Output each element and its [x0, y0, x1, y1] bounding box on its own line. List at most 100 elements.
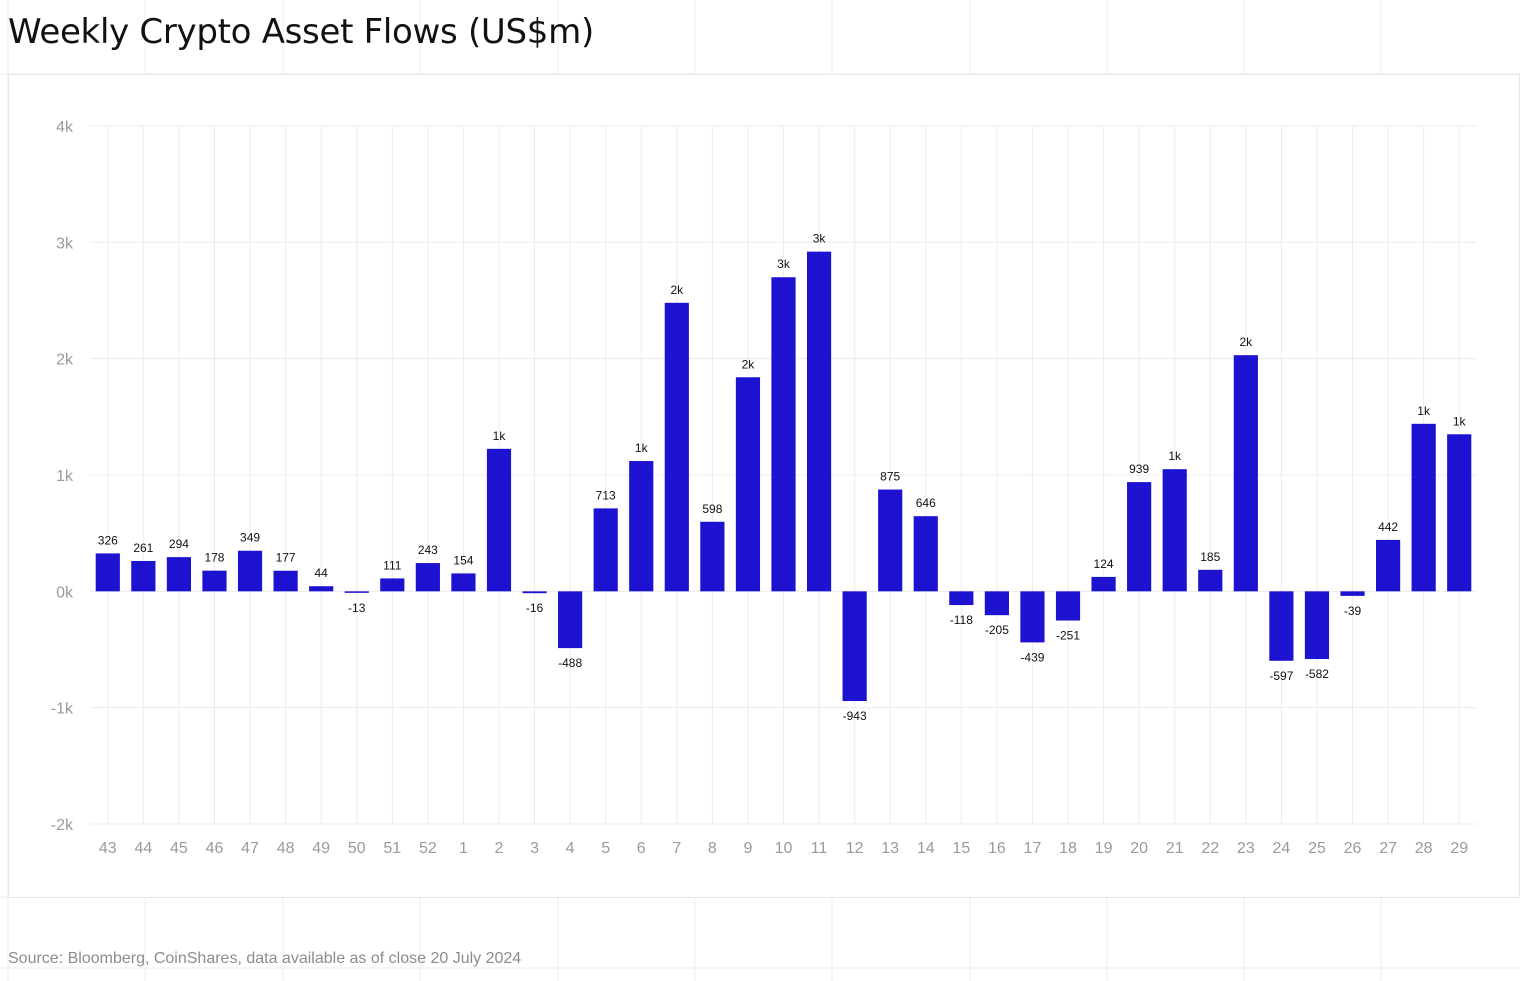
bar	[913, 516, 938, 592]
x-tick-label: 11	[811, 840, 828, 857]
data-label: 178	[204, 551, 224, 565]
bar	[1162, 469, 1187, 592]
chart-title: Weekly Crypto Asset Flows (US$m)	[8, 12, 594, 52]
x-tick-label: 5	[601, 840, 610, 857]
data-label: 44	[314, 566, 328, 580]
bar	[131, 560, 156, 592]
x-tick-label: 2	[495, 840, 504, 857]
x-tick-label: 24	[1272, 840, 1290, 857]
data-label: -943	[843, 709, 867, 723]
data-label: -488	[558, 656, 582, 670]
data-label: -118	[950, 613, 973, 627]
bar	[984, 591, 1009, 616]
data-label: 646	[916, 496, 936, 510]
data-label: -251	[1056, 629, 1080, 643]
y-tick-label: 3k	[56, 235, 74, 252]
bar	[1447, 434, 1472, 592]
data-label: 713	[596, 488, 616, 502]
bars	[95, 251, 1472, 702]
x-axis: 43 44 45 46 47 48 49 50 51 52 1 2 3 4 5 6 7 8 9 10 11 12 13 14 1…	[99, 840, 1468, 857]
bar	[344, 591, 369, 593]
data-label: 326	[98, 533, 118, 547]
data-label: 154	[453, 553, 473, 567]
x-tick-label: 10	[775, 840, 793, 857]
x-tick-label: 20	[1130, 840, 1148, 857]
chart-grid	[90, 125, 1477, 825]
data-label: 177	[276, 551, 296, 565]
data-label: 185	[1200, 550, 1220, 564]
bar	[95, 553, 120, 592]
data-label: 349	[240, 531, 260, 545]
x-tick-label: 3	[530, 840, 539, 857]
x-tick-label: 45	[170, 840, 188, 857]
bar	[842, 591, 867, 702]
x-tick-label: 48	[277, 840, 295, 857]
x-tick-label: 16	[988, 840, 1006, 857]
bar	[1020, 591, 1045, 643]
data-label: -582	[1305, 667, 1329, 681]
y-axis: 4k 3k 2k 1k 0k -1k -2k	[51, 119, 74, 834]
x-tick-label: 19	[1095, 840, 1113, 857]
y-tick-label: 4k	[56, 119, 74, 136]
x-tick-label: 43	[99, 840, 117, 857]
bar	[806, 251, 832, 592]
data-label: 2k	[670, 283, 684, 297]
data-label: -597	[1269, 669, 1293, 683]
chart-panel	[8, 74, 1520, 898]
data-label: 124	[1094, 557, 1114, 571]
bar	[166, 557, 192, 592]
data-label: 2k	[742, 357, 756, 371]
x-tick-label: 7	[672, 840, 681, 857]
bar	[486, 448, 512, 592]
x-tick-label: 1	[459, 840, 468, 857]
x-tick-label: 8	[708, 840, 717, 857]
data-label: 598	[702, 502, 722, 516]
x-tick-label: 9	[743, 840, 752, 857]
data-label: 1k	[1453, 414, 1467, 428]
data-label: 3k	[777, 257, 791, 271]
bar	[558, 591, 583, 649]
x-tick-label: 51	[383, 840, 401, 857]
bar	[415, 563, 440, 592]
y-tick-label: 1k	[56, 468, 74, 485]
x-tick-label: 13	[881, 840, 899, 857]
x-tick-label: 29	[1450, 840, 1468, 857]
x-tick-label: 12	[846, 840, 864, 857]
data-label: -13	[348, 601, 366, 615]
x-tick-label: 28	[1415, 840, 1433, 857]
y-tick-label: 2k	[56, 352, 74, 369]
bar	[1091, 576, 1116, 592]
x-tick-label: 21	[1166, 840, 1184, 857]
bar	[1340, 591, 1365, 596]
bar	[1411, 423, 1436, 592]
bar	[700, 521, 725, 592]
bar	[593, 508, 618, 592]
data-label: 2k	[1239, 335, 1253, 349]
bar	[878, 489, 903, 592]
bar	[273, 570, 298, 592]
data-label: -205	[985, 623, 1009, 637]
data-label: -39	[1344, 604, 1362, 618]
bar	[949, 591, 974, 606]
bar	[309, 586, 334, 592]
data-label: 1k	[1417, 404, 1431, 418]
bar	[664, 302, 689, 592]
bar	[522, 591, 547, 594]
x-tick-label: 18	[1059, 840, 1077, 857]
data-label: 1k	[1168, 449, 1182, 463]
x-tick-label: 49	[312, 840, 330, 857]
bar	[380, 578, 405, 592]
x-tick-label: 44	[134, 840, 152, 857]
data-label: 1k	[493, 429, 507, 443]
y-tick-label: -2k	[51, 817, 74, 834]
bar	[735, 377, 761, 592]
data-label: -16	[526, 601, 544, 615]
y-tick-label: -1k	[51, 701, 74, 718]
bar	[1375, 539, 1401, 592]
y-tick-label: 0k	[56, 584, 74, 601]
data-label: 1k	[635, 441, 649, 455]
source-note: Source: Bloomberg, CoinShares, data avai…	[8, 950, 522, 967]
x-tick-label: 50	[348, 840, 366, 857]
data-label: 243	[418, 543, 438, 557]
bar	[771, 277, 796, 592]
